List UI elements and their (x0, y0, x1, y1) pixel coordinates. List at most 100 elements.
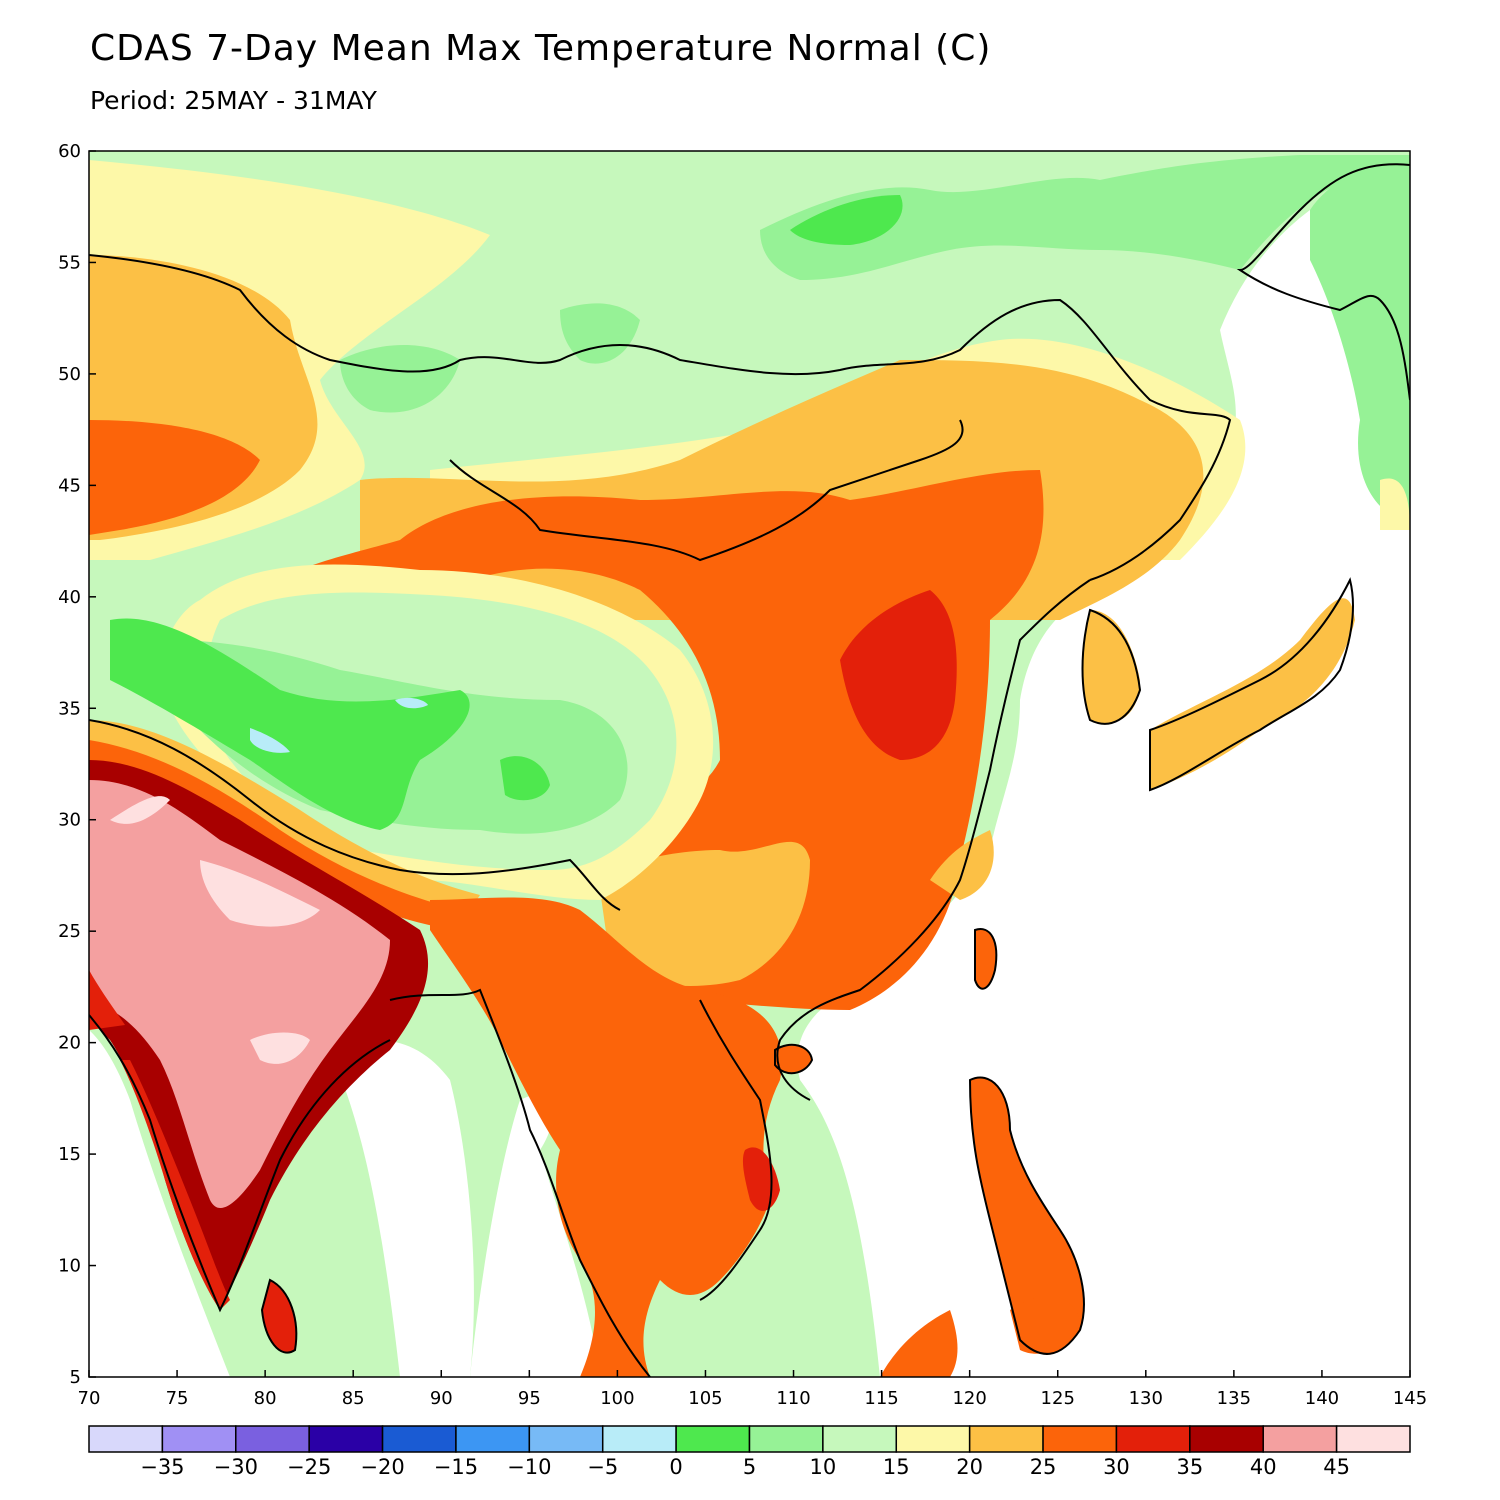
field-10-15-north (760, 155, 1410, 280)
field-10-15-sayan (560, 303, 640, 364)
chart-title: CDAS 7-Day Mean Max Temperature Normal (… (90, 28, 992, 69)
lat-tick-label: 30 (58, 810, 81, 831)
lon-tick-label: 75 (166, 1388, 189, 1409)
colorbar-label: 35 (1176, 1455, 1203, 1479)
field-max-india (110, 796, 320, 1064)
lat-tick-label: 60 (58, 141, 81, 162)
colorbar-labels: −35 −30 −25 −20 −15 −10 −5 0 5 10 15 20 25 30 35 40 45 (140, 1455, 1350, 1479)
colorbar-label: 10 (810, 1455, 837, 1479)
colorbar-box (822, 1425, 898, 1453)
lon-axis: 70 75 80 85 90 95 100 105 110 115 120 125 130 135 140 1… (78, 1370, 1427, 1409)
colorbar-label: 0 (669, 1455, 682, 1479)
colorbar-label: −20 (360, 1455, 404, 1479)
lat-tick-label: 45 (58, 475, 81, 496)
field-10-15-altai (340, 345, 460, 413)
ocean-bay-of-bengal (470, 1094, 600, 1377)
colorbar-box (308, 1425, 384, 1453)
colorbar-label: 45 (1323, 1455, 1350, 1479)
map-field (89, 151, 1410, 1377)
lat-tick-label: 5 (70, 1367, 81, 1388)
colorbar-label: 40 (1250, 1455, 1277, 1479)
lon-tick-label: 70 (78, 1388, 101, 1409)
lat-tick-label: 25 (58, 921, 81, 942)
colorbar-box (748, 1425, 824, 1453)
lat-axis: 60 55 50 45 40 35 30 25 20 15 10 5 (58, 141, 96, 1388)
field-5-10-patch (500, 756, 550, 801)
lon-tick-label: 95 (518, 1388, 541, 1409)
field-30-35-hainan (775, 1044, 812, 1074)
field-25-30-coast (930, 830, 994, 900)
field-30-35-kz (89, 420, 260, 535)
lon-tick-label: 135 (1217, 1388, 1251, 1409)
colorbar-box (161, 1425, 237, 1453)
colorbar-box (1115, 1425, 1191, 1453)
colorbar-label: −35 (140, 1455, 184, 1479)
field-30-35-mindanao (1010, 1296, 1080, 1354)
field-35-40-ncp (840, 590, 957, 760)
colorbar-box (1262, 1425, 1338, 1453)
lon-tick-label: 80 (254, 1388, 277, 1409)
colorbar-box (968, 1425, 1044, 1453)
colorbar-label: −5 (587, 1455, 618, 1479)
lat-tick-label: 15 (58, 1144, 81, 1165)
plot-frame (88, 150, 1411, 1378)
field-5-10-north (790, 195, 903, 245)
colorbar-label: 5 (743, 1455, 756, 1479)
lon-tick-label: 90 (430, 1388, 453, 1409)
field-0-5-patch (395, 697, 428, 709)
colorbar-label: −15 (434, 1455, 478, 1479)
field-20-25-hokkaido (1380, 478, 1410, 530)
lat-tick-label: 35 (58, 698, 81, 719)
colorbar-box (88, 1425, 164, 1453)
field-25-30-south-china (600, 841, 810, 986)
colorbar-label: −25 (287, 1455, 331, 1479)
lon-tick-label: 110 (776, 1388, 810, 1409)
lon-tick-label: 130 (1129, 1388, 1163, 1409)
colorbar-label: −10 (507, 1455, 551, 1479)
colorbar-label: 25 (1030, 1455, 1057, 1479)
period-subtitle: Period: 25MAY - 31MAY (90, 86, 377, 115)
ocean-arabian-sea (89, 1030, 230, 1377)
colorbar-box (895, 1425, 971, 1453)
colorbar-box (601, 1425, 677, 1453)
field-35-40-gujarat (89, 970, 125, 1030)
lon-tick-label: 140 (1305, 1388, 1339, 1409)
field-30-35-china (250, 470, 1044, 1010)
lat-tick-label: 10 (58, 1256, 81, 1277)
lon-tick-label: 125 (1041, 1388, 1075, 1409)
lon-tick-label: 100 (600, 1388, 634, 1409)
colorbar-label: 15 (883, 1455, 910, 1479)
field-5-10-tibet (110, 618, 470, 830)
lat-tick-label: 40 (58, 587, 81, 608)
colorbar-label: −30 (214, 1455, 258, 1479)
field-25-30-korea (1082, 610, 1140, 724)
colorbar-box (381, 1425, 457, 1453)
colorbar-box (235, 1425, 310, 1453)
lon-tick-label: 85 (342, 1388, 365, 1409)
field-0-5-lake (250, 728, 290, 753)
ocean-bay (330, 1040, 474, 1377)
field-25-30-himalaya (89, 720, 480, 910)
field-30-35-philippines (970, 1077, 1084, 1354)
colorbar-box (675, 1425, 751, 1453)
lon-tick-label: 145 (1393, 1388, 1427, 1409)
colorbar-box (455, 1425, 531, 1453)
field-35-40-west-coast (120, 1060, 230, 1310)
colorbar-box (1189, 1425, 1264, 1453)
field-45-plus-india (89, 780, 390, 1209)
colorbar-box (528, 1425, 604, 1453)
lon-tick-label: 105 (688, 1388, 722, 1409)
lon-tick-label: 120 (952, 1388, 986, 1409)
colorbar-box (1335, 1425, 1411, 1453)
field-30-35-se-asia (430, 897, 782, 1377)
lon-tick-label: 115 (864, 1388, 898, 1409)
field-30-35-taiwan (975, 929, 997, 989)
ocean-east (797, 160, 1410, 1377)
lat-tick-label: 20 (58, 1033, 81, 1054)
colorbar-label: 30 (1103, 1455, 1130, 1479)
colorbar-label: 20 (956, 1455, 983, 1479)
lat-tick-label: 55 (58, 252, 81, 273)
country-borders (89, 163, 1410, 1377)
